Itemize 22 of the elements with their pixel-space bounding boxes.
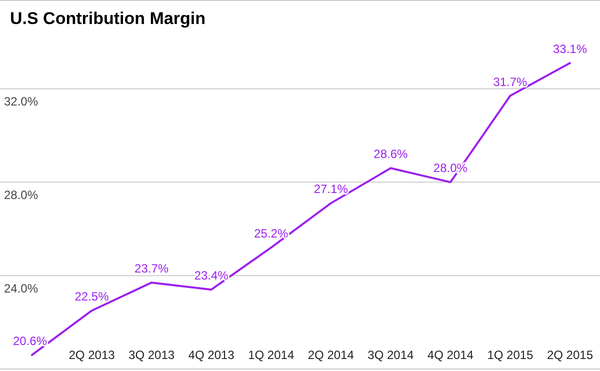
- x-tick-label: 2Q 2015: [546, 348, 594, 362]
- x-tick-label: 1Q 2015: [487, 348, 534, 362]
- data-label: 20.6%: [12, 334, 48, 348]
- y-tick-label: 28.0%: [4, 188, 38, 202]
- x-tick-label: 2Q 2013: [68, 348, 116, 362]
- data-label: 23.4%: [194, 268, 229, 283]
- x-tick-label: 4Q 2013: [188, 348, 235, 362]
- x-tick-label: 4Q 2014: [427, 348, 474, 362]
- data-label: 22.5%: [74, 290, 110, 304]
- y-tick-label: 32.0%: [4, 94, 38, 109]
- x-tick-label: 3Q 2014: [368, 348, 414, 362]
- data-label: 31.7%: [493, 74, 528, 89]
- x-tick-label: 1Q 2014: [248, 348, 294, 362]
- text: U.S Contribution Margin: [10, 9, 206, 28]
- x-tick-label: 2Q 2014: [308, 348, 354, 362]
- data-label: 23.7%: [134, 262, 169, 276]
- y-tick-label: 24.0%: [4, 282, 38, 296]
- data-label: 25.2%: [254, 226, 288, 241]
- data-label: 33.1%: [552, 42, 588, 56]
- data-label: 28.6%: [374, 147, 408, 162]
- data-label: 27.1%: [314, 182, 348, 196]
- x-tick-label: 3Q 2013: [128, 348, 175, 362]
